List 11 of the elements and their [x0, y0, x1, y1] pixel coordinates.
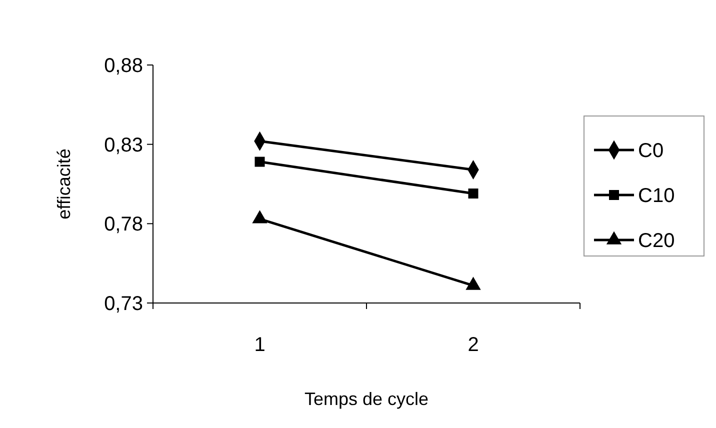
x-axis-title: Temps de cycle	[304, 389, 429, 409]
y-axis-title: efficacité	[54, 148, 74, 220]
y-tick-label: 0,83	[104, 134, 143, 156]
y-tick-label: 0,88	[104, 55, 143, 77]
x-tick-label: 2	[468, 334, 479, 356]
y-tick-label: 0,78	[104, 214, 143, 236]
legend-label: C0	[638, 140, 664, 162]
legend-label: C20	[638, 230, 675, 252]
x-tick-label: 1	[254, 334, 266, 356]
y-tick-label: 0,73	[104, 293, 143, 315]
legend-label: C10	[638, 185, 675, 207]
